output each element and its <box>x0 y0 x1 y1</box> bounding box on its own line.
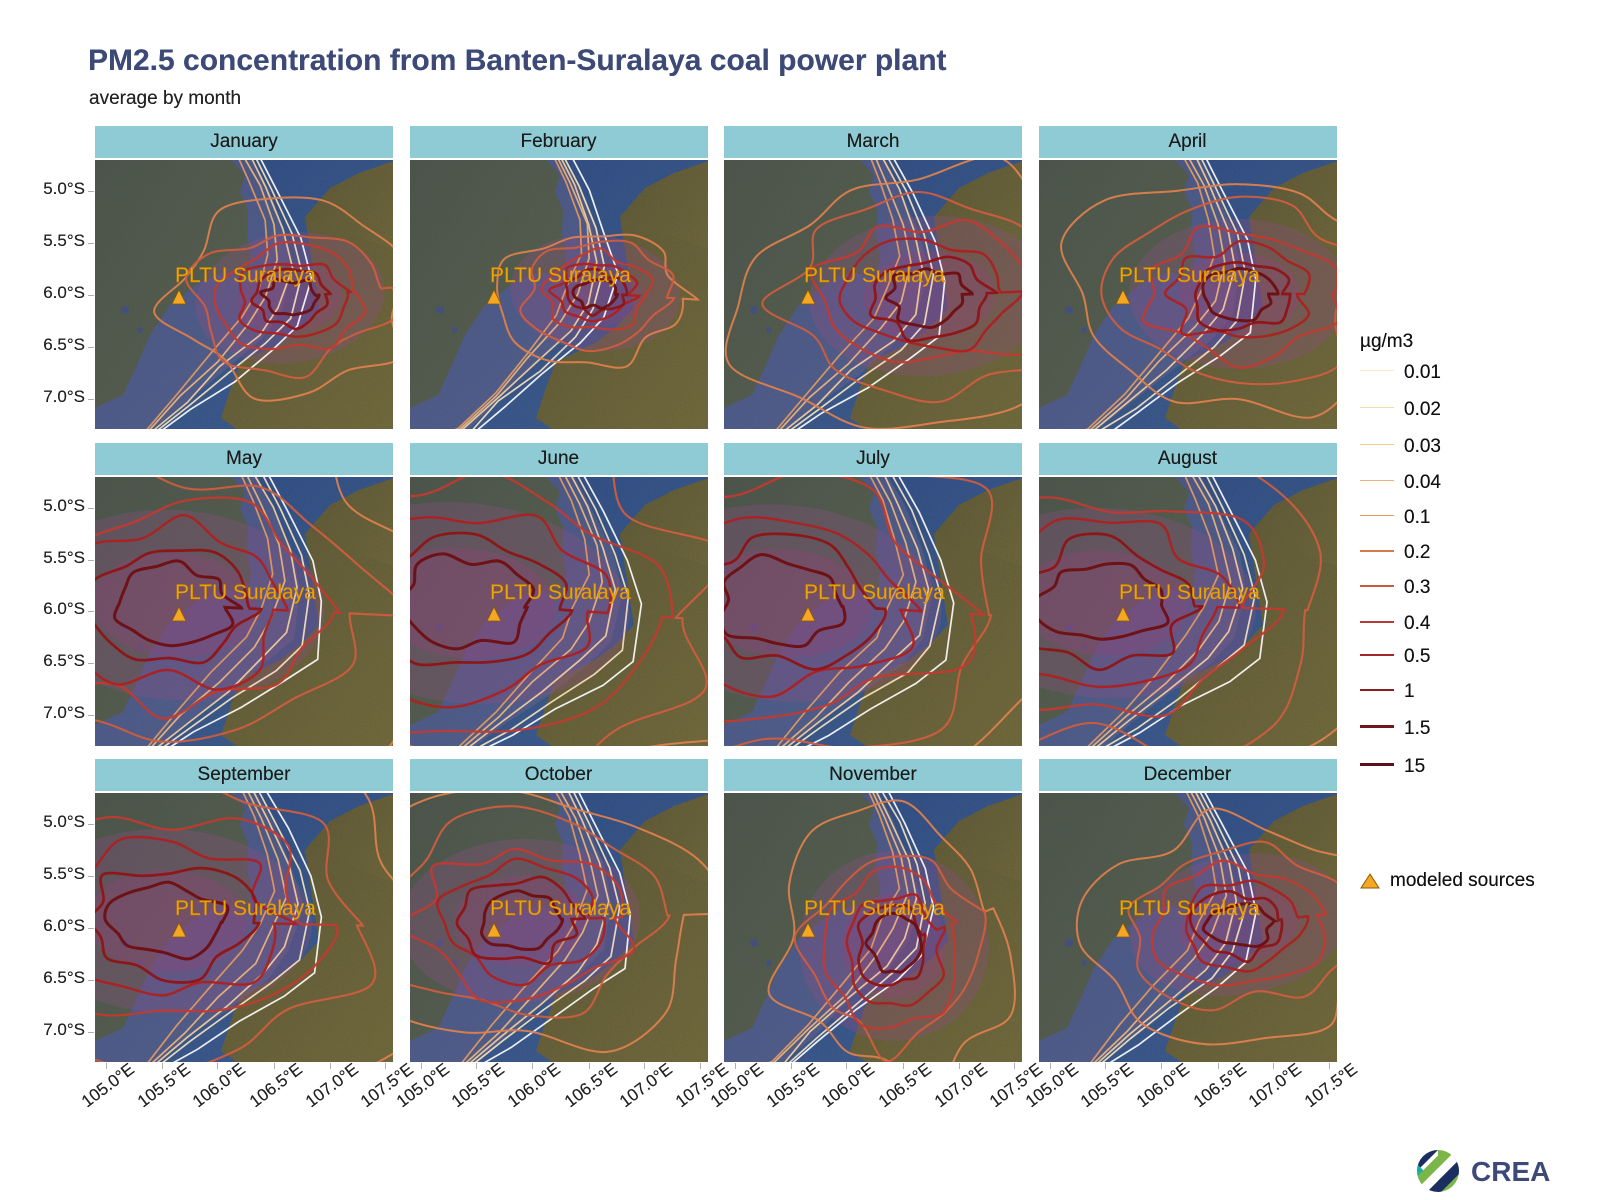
svg-text:PLTU Suralaya: PLTU Suralaya <box>175 264 316 287</box>
svg-text:PLTU Suralaya: PLTU Suralaya <box>1119 897 1260 920</box>
svg-text:PLTU Suralaya: PLTU Suralaya <box>490 581 631 604</box>
svg-text:PLTU Suralaya: PLTU Suralaya <box>804 897 945 920</box>
svg-text:PLTU Suralaya: PLTU Suralaya <box>1119 581 1260 604</box>
svg-text:PLTU Suralaya: PLTU Suralaya <box>804 581 945 604</box>
svg-text:PLTU Suralaya: PLTU Suralaya <box>175 897 316 920</box>
svg-text:CREA: CREA <box>1471 1156 1550 1187</box>
svg-text:PLTU Suralaya: PLTU Suralaya <box>804 264 945 287</box>
svg-text:PLTU Suralaya: PLTU Suralaya <box>175 581 316 604</box>
svg-text:PLTU Suralaya: PLTU Suralaya <box>490 897 631 920</box>
svg-text:PLTU Suralaya: PLTU Suralaya <box>1119 264 1260 287</box>
svg-text:PLTU Suralaya: PLTU Suralaya <box>490 264 631 287</box>
